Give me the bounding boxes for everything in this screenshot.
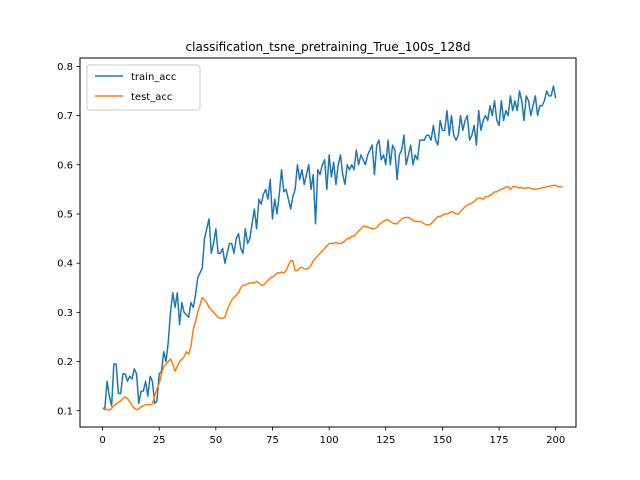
- legend-label-train_acc: train_acc: [131, 72, 176, 83]
- x-tick-label: 150: [433, 435, 452, 446]
- y-tick-label: 0.2: [57, 357, 73, 368]
- x-tick-label: 75: [266, 435, 279, 446]
- y-tick-label: 0.3: [57, 308, 73, 319]
- x-tick-label: 100: [320, 435, 339, 446]
- chart-title: classification_tsne_pretraining_True_100…: [186, 40, 471, 54]
- y-tick-label: 0.8: [57, 62, 73, 73]
- x-tick-label: 200: [546, 435, 565, 446]
- x-tick-label: 175: [490, 435, 509, 446]
- y-axis: 0.1 0.2 0.3 0.4 0.5 0.6 0.7 0.8: [57, 62, 80, 417]
- y-tick-label: 0.1: [57, 406, 73, 417]
- legend: train_acc test_acc: [86, 64, 201, 111]
- y-tick-label: 0.7: [57, 111, 73, 122]
- x-tick-label: 0: [99, 435, 105, 446]
- series-line-train_acc: [102, 85, 557, 410]
- plot-area: [102, 85, 563, 412]
- series-line-test_acc: [102, 184, 563, 412]
- axes-frame: [79, 57, 577, 428]
- legend-label-test_acc: test_acc: [131, 92, 172, 103]
- x-axis: 0 25 50 75 100 125 150 175 200: [99, 427, 565, 446]
- x-tick-label: 125: [376, 435, 395, 446]
- x-tick-label: 50: [209, 435, 222, 446]
- x-tick-label: 25: [153, 435, 166, 446]
- y-tick-label: 0.4: [57, 259, 73, 270]
- y-tick-label: 0.5: [57, 209, 73, 220]
- y-tick-label: 0.6: [57, 160, 73, 171]
